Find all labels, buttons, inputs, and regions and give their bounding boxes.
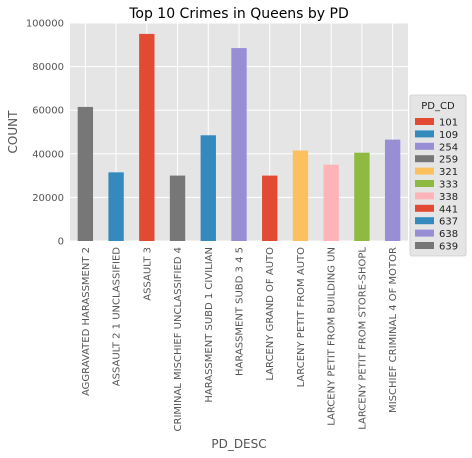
bar [169,175,186,241]
y-axis-label: COUNT [6,110,20,154]
bars [77,33,401,242]
legend-label: 259 [439,155,458,166]
legend-swatch [415,229,434,237]
y-tick-label: 80000 [32,62,64,73]
legend-title: PD_CD [421,101,455,112]
x-tick-label: AGGRAVATED HARASSMENT 2 [81,247,92,396]
legend-swatch [415,118,434,125]
bar [77,106,94,242]
y-axis-ticks: 0 20000 40000 60000 80000 100000 [26,19,64,248]
legend-swatch [415,130,434,138]
bar [323,164,339,241]
x-tick-label: HARASSMENT SUBD 1 CIVILIAN [204,247,215,403]
legend-label: 254 [439,142,458,153]
bar [139,33,155,242]
legend-label: 441 [439,204,458,215]
legend-swatch [415,142,434,150]
x-tick-label: LARCENY PETIT FROM STORE-SHOPL [357,247,368,430]
legend-swatch [415,242,434,249]
x-tick-label: ASSAULT 2 1 UNCLASSIFIED [112,247,123,387]
legend-swatch [415,192,434,200]
legend-swatch [415,217,434,225]
x-tick-label: LARCENY PETIT FROM AUTO [296,247,307,388]
x-tick-label: LARCENY GRAND OF AUTO [265,247,276,381]
x-axis-ticks: AGGRAVATED HARASSMENT 2 ASSAULT 2 1 UNCLA… [81,247,399,432]
legend-swatch [415,167,434,175]
bar [108,172,124,241]
legend-label: 338 [439,192,458,203]
bar [354,152,370,241]
legend-label: 321 [439,167,458,178]
legend-label: 639 [439,242,458,253]
bar [292,150,309,241]
bar [262,175,278,241]
chart-title: Top 10 Crimes in Queens by PD [128,6,349,22]
y-tick-label: 60000 [32,106,64,117]
legend-swatch [415,180,434,187]
y-tick-label: 20000 [32,193,64,204]
legend-label: 101 [439,118,458,129]
x-tick-label: MISCHIEF CRIMINAL 4 OF MOTOR [388,247,399,413]
legend-label: 109 [439,130,458,141]
x-axis-label: PD_DESC [211,437,266,451]
bar [200,135,216,241]
x-tick-label: LARCENY PETIT FROM BUILDING UN [327,247,338,426]
legend-swatch [415,204,434,212]
y-tick-label: 0 [58,237,64,248]
x-tick-label: ASSAULT 3 [142,247,153,301]
bar [384,139,401,241]
legend-label: 333 [439,180,458,191]
legend-swatch [415,155,434,163]
legend-label: 637 [439,217,458,228]
y-tick-label: 40000 [32,149,64,160]
y-tick-label: 100000 [26,19,64,30]
x-tick-label: HARASSMENT SUBD 3 4 5 [235,247,246,376]
x-tick-label: CRIMINAL MISCHIEF UNCLASSIFIED 4 [173,247,184,431]
bar [231,48,247,241]
legend-label: 638 [439,229,458,240]
